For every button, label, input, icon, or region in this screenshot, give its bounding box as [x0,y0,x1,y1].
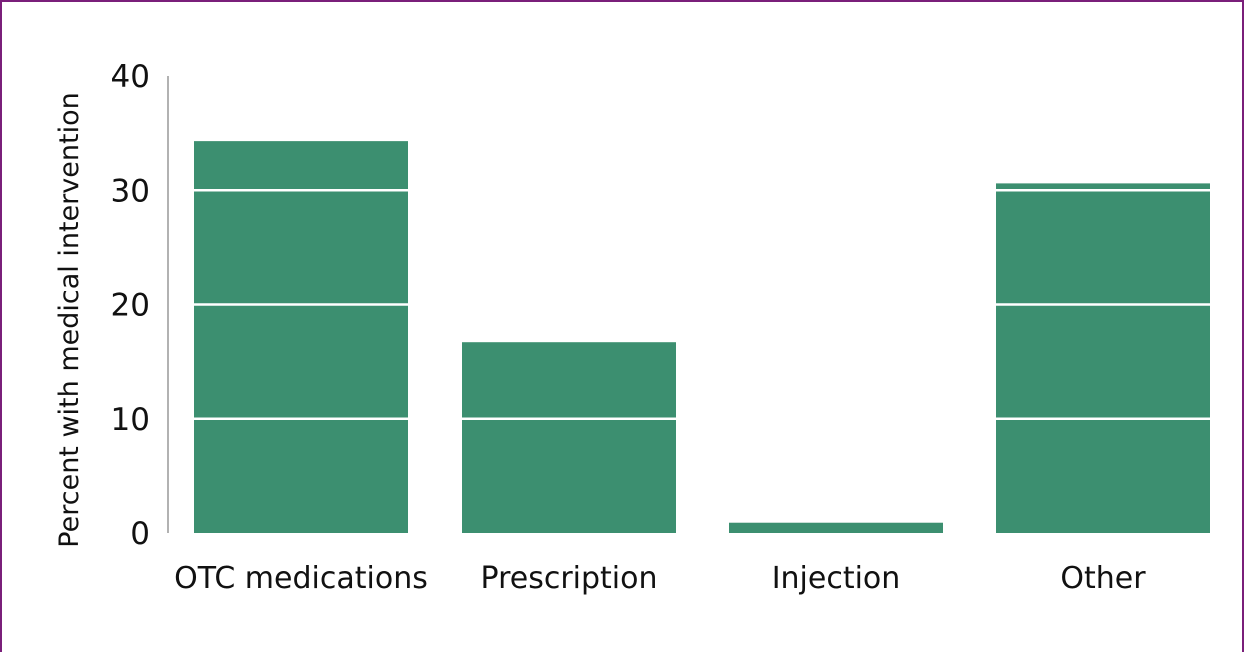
bar-prescription [462,342,676,533]
y-tick-label-20: 20 [111,288,150,324]
bar-otc-medications [194,141,408,533]
y-tick-labels: 0 10 20 30 40 [111,59,150,552]
x-category-label-prescription: Prescription [481,561,658,596]
x-category-label-otc-medications: OTC medications [174,561,428,596]
x-category-labels: OTC medications Prescription Injection Othe… [174,561,1146,596]
y-tick-label-40: 40 [111,59,150,95]
y-tick-label-30: 30 [111,173,150,209]
x-category-label-other: Other [1060,561,1146,596]
y-axis-title: Percent with medical intervention [54,92,85,547]
y-tick-label-10: 10 [111,402,150,438]
gridlines-group [168,189,1210,420]
bar-other [996,183,1210,533]
y-tick-label-0: 0 [130,516,150,552]
bars-group [194,141,1210,533]
x-category-label-injection: Injection [772,561,901,596]
bar-injection [729,522,943,533]
